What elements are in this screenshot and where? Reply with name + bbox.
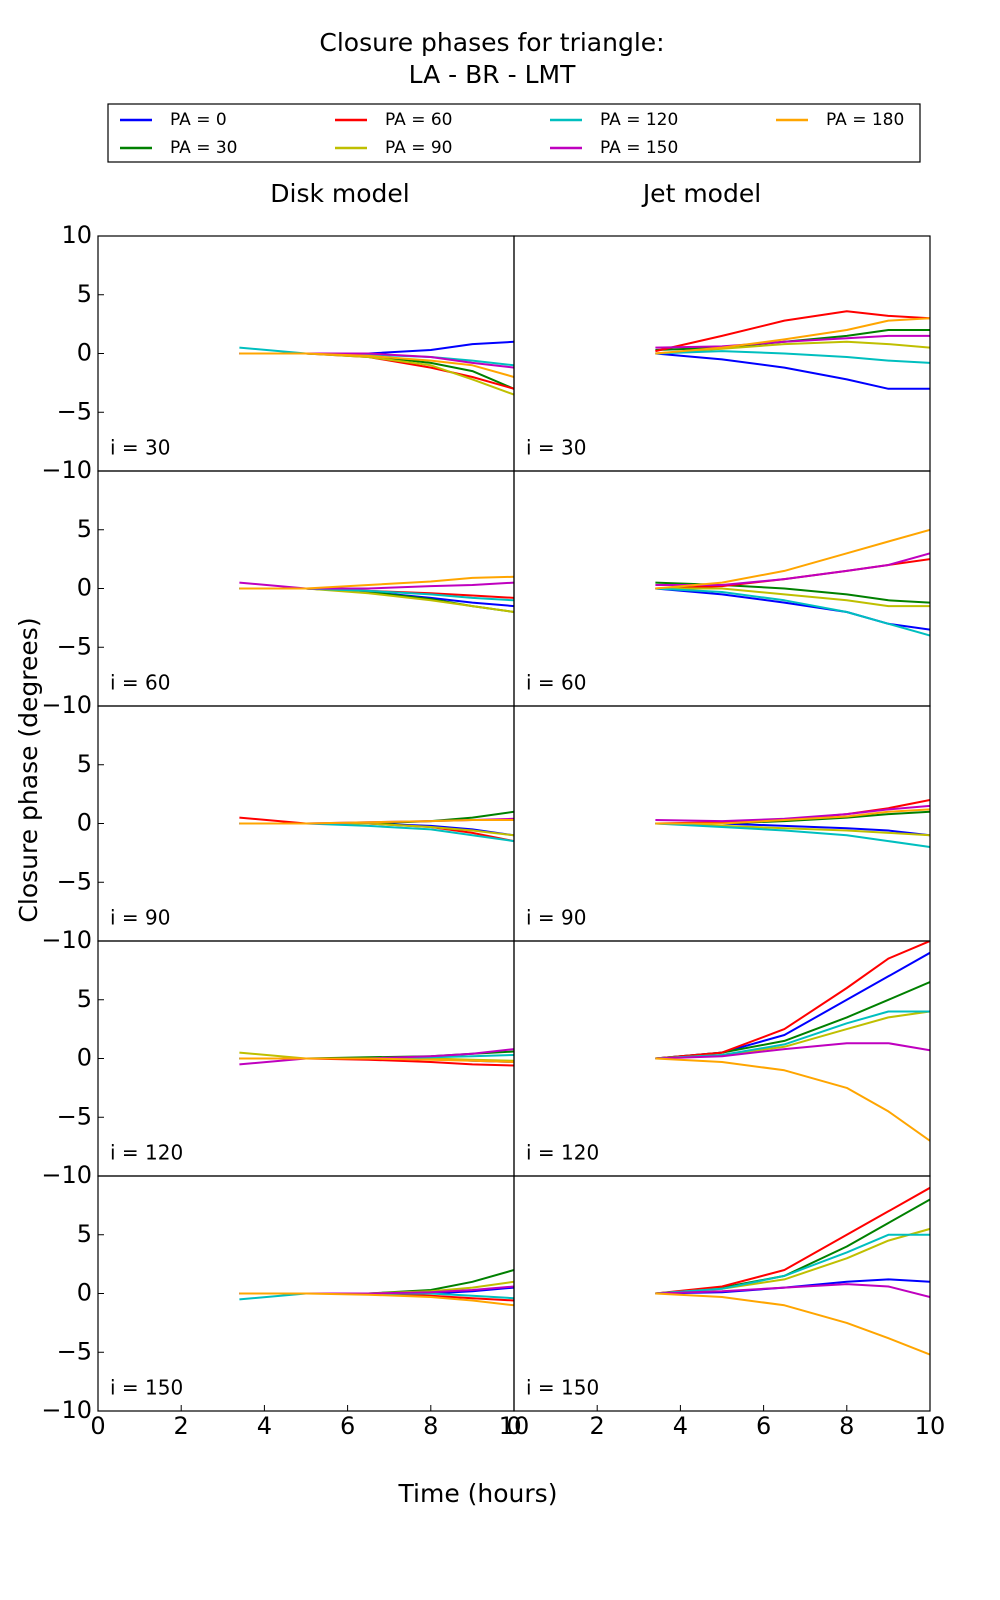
panel — [239, 1269, 514, 1307]
y-tick-label: −10 — [41, 691, 92, 719]
panel-annotation: i = 150 — [110, 1376, 183, 1400]
panel — [655, 310, 930, 390]
series-line — [655, 804, 930, 823]
series-line — [655, 808, 930, 825]
y-tick-label: 5 — [77, 750, 92, 778]
legend-label: PA = 150 — [600, 138, 678, 158]
y-axis-label: Closure phase (degrees) — [14, 617, 43, 922]
legend-label: PA = 30 — [170, 138, 237, 158]
y-tick-label: 5 — [77, 280, 92, 308]
x-tick-label: 10 — [499, 1412, 530, 1440]
y-tick-label: 0 — [77, 339, 92, 367]
y-tick-label: 0 — [77, 1044, 92, 1072]
series-line — [655, 334, 930, 349]
series-line — [655, 1283, 930, 1298]
panel — [655, 1186, 930, 1356]
y-tick-label: 0 — [77, 574, 92, 602]
series-line — [655, 310, 930, 353]
panel — [655, 528, 930, 637]
x-tick-label: 8 — [423, 1412, 438, 1440]
panel — [239, 575, 514, 613]
x-tick-label: 0 — [90, 1412, 105, 1440]
x-tick-label: 6 — [340, 1412, 355, 1440]
panel-annotation: i = 30 — [110, 436, 170, 460]
series-line — [655, 552, 930, 586]
series-line — [655, 1227, 930, 1295]
y-tick-label: −10 — [41, 926, 92, 954]
y-tick-label: −5 — [57, 397, 92, 425]
x-tick-label: 6 — [756, 1412, 771, 1440]
series-line — [655, 528, 930, 590]
y-tick-label: −5 — [57, 1102, 92, 1130]
legend-label: PA = 0 — [170, 110, 227, 130]
x-tick-label: 2 — [590, 1412, 605, 1440]
series-line — [655, 352, 930, 390]
series-line — [655, 1186, 930, 1295]
series-line — [655, 587, 930, 608]
series-line — [655, 822, 930, 848]
y-tick-label: 5 — [77, 985, 92, 1013]
x-tick-label: 2 — [174, 1412, 189, 1440]
series-line — [655, 317, 930, 355]
column-title: Disk model — [270, 179, 410, 208]
title-line: Closure phases for triangle: — [319, 28, 664, 57]
legend-label: PA = 180 — [826, 110, 904, 130]
x-tick-label: 10 — [915, 1412, 946, 1440]
y-tick-label: −5 — [57, 867, 92, 895]
panel-annotation: i = 90 — [526, 906, 586, 930]
legend-label: PA = 90 — [385, 138, 452, 158]
y-tick-label: 10 — [61, 221, 92, 249]
panel-annotation: i = 60 — [110, 671, 170, 695]
x-axis-label: Time (hours) — [398, 1479, 558, 1508]
panel-annotation: i = 150 — [526, 1376, 599, 1400]
panel-annotation: i = 30 — [526, 436, 586, 460]
series-line — [655, 1010, 930, 1060]
panel-annotation: i = 90 — [110, 906, 170, 930]
series-line — [655, 350, 930, 364]
y-tick-label: −5 — [57, 1337, 92, 1365]
series-line — [655, 587, 930, 637]
series-line — [239, 575, 514, 590]
series-line — [655, 1010, 930, 1060]
y-tick-label: 5 — [77, 1220, 92, 1248]
y-tick-label: −10 — [41, 456, 92, 484]
title-line: LA - BR - LMT — [409, 60, 576, 89]
column-title: Jet model — [641, 179, 761, 208]
panel — [239, 1048, 514, 1067]
x-tick-label: 8 — [839, 1412, 854, 1440]
legend-label: PA = 60 — [385, 110, 452, 130]
panel-annotation: i = 120 — [526, 1141, 599, 1165]
panel-annotation: i = 60 — [526, 671, 586, 695]
y-tick-label: −10 — [41, 1161, 92, 1189]
panel — [239, 340, 514, 396]
x-tick-label: 4 — [673, 1412, 688, 1440]
y-tick-label: −5 — [57, 632, 92, 660]
y-tick-label: 0 — [77, 1279, 92, 1307]
series-line — [655, 941, 930, 1060]
series-line — [655, 1292, 930, 1356]
panel — [655, 941, 930, 1142]
series-line — [239, 352, 514, 378]
series-line — [239, 1292, 514, 1307]
panel-frame — [513, 1175, 931, 1412]
series-line — [655, 1042, 930, 1060]
panel — [239, 810, 514, 843]
y-tick-label: −10 — [41, 1396, 92, 1424]
series-line — [655, 1233, 930, 1295]
y-tick-label: 5 — [77, 515, 92, 543]
series-line — [239, 819, 514, 825]
series-line — [655, 981, 930, 1060]
x-tick-label: 0 — [506, 1412, 521, 1440]
x-tick-label: 4 — [257, 1412, 272, 1440]
series-line — [655, 1057, 930, 1142]
series-line — [239, 1057, 514, 1063]
panel-annotation: i = 120 — [110, 1141, 183, 1165]
legend-label: PA = 120 — [600, 110, 678, 130]
panel — [655, 799, 930, 848]
legend-box — [107, 103, 921, 163]
y-tick-label: 0 — [77, 809, 92, 837]
